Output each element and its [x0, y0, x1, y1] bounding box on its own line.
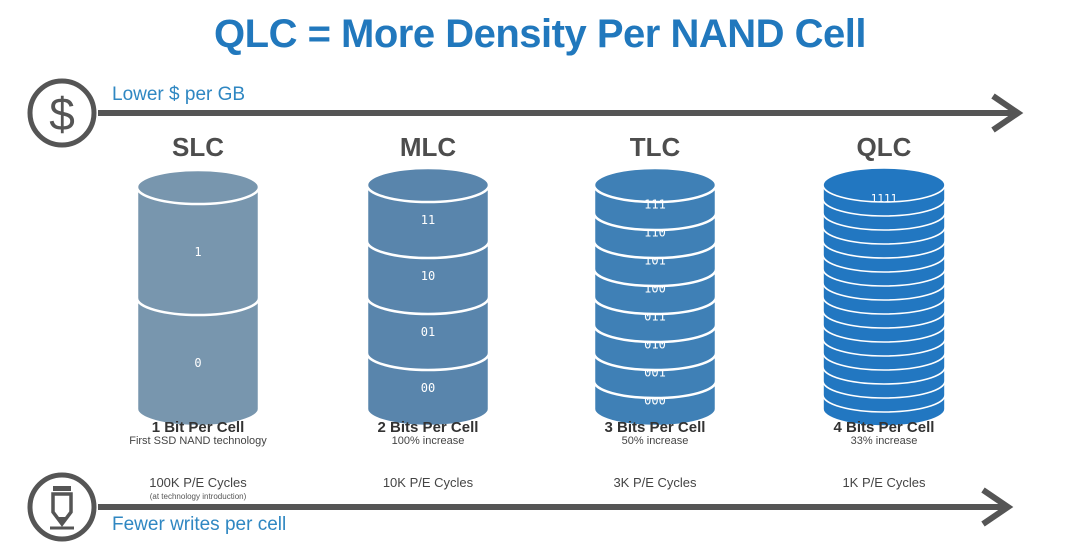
cell-level-segment: 01 — [365, 295, 491, 372]
column-title: MLC — [399, 132, 457, 162]
cell-level-segment: 111 — [592, 166, 718, 232]
column-subtitle: First SSD NAND technology — [129, 435, 267, 447]
cell-level-segment: 10 — [365, 239, 491, 316]
column-subtitle: 100% increase — [391, 435, 465, 447]
qlc-cell-stack: 0000000100100011010001010110011110001001… — [822, 167, 946, 427]
bit-value-label: 11 — [421, 213, 435, 227]
bits-per-cell: 4 Bits Per Cell — [833, 419, 935, 436]
pe-note: (at technology introduction) — [149, 492, 247, 501]
column-subtitle: 33% increase — [850, 435, 918, 447]
cell-level-segment: 0 — [135, 296, 261, 428]
cell-level-segment: 1 — [135, 168, 261, 317]
pe-cycles: 10K P/E Cycles — [382, 475, 474, 490]
column-title: SLC — [172, 132, 224, 162]
cell-level-segment: 00 — [365, 351, 491, 428]
bit-value-label: 10 — [421, 269, 435, 283]
dollar-icon: $ — [27, 78, 97, 148]
page-title: QLC = More Density Per NAND Cell — [214, 12, 866, 56]
column-title: QLC — [856, 132, 912, 162]
column-subtitle: 50% increase — [621, 435, 689, 447]
bits-per-cell: 1 Bit Per Cell — [151, 419, 245, 436]
bits-per-cell: 2 Bits Per Cell — [377, 419, 479, 436]
bit-value-label: 1111 — [871, 192, 898, 205]
slc-cell-stack: 01 — [135, 168, 261, 428]
bits-per-cell: 3 Bits Per Cell — [604, 419, 706, 436]
bit-value-label: 01 — [421, 325, 435, 339]
bit-value-label: 0 — [194, 356, 201, 370]
bottom-axis-label: Fewer writes per cell — [112, 514, 287, 535]
mlc-cell-stack: 00 01 10 11 — [365, 166, 491, 428]
bottom-arrow — [98, 487, 1014, 527]
column-title: TLC — [629, 132, 681, 162]
svg-text:$: $ — [49, 88, 75, 140]
pe-cycles: 1K P/E Cycles — [842, 475, 926, 490]
cell-level-segment: 11 — [365, 166, 491, 260]
pe-cycles: 100K P/E Cycles — [149, 475, 247, 490]
top-arrow — [98, 93, 1024, 133]
bit-value-label: 00 — [421, 381, 435, 395]
pe-cycles: 3K P/E Cycles — [613, 475, 697, 490]
cell-level-segment: 1111 — [822, 167, 946, 217]
top-axis-label: Lower $ per GB — [112, 84, 246, 105]
bit-value-label: 1 — [194, 245, 201, 259]
bit-value-label: 111 — [644, 197, 666, 211]
pencil-icon — [27, 472, 97, 542]
